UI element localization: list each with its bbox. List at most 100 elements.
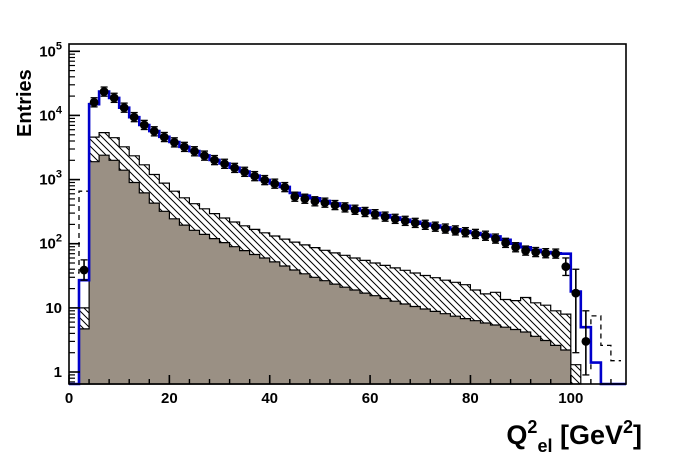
y-tick-label: 105 — [39, 40, 62, 60]
data-point — [290, 191, 300, 202]
data-marker — [420, 220, 430, 230]
data-point — [79, 259, 89, 281]
data-point — [380, 211, 390, 222]
data-marker — [149, 126, 159, 136]
data-marker — [129, 112, 139, 122]
gray-area — [78, 154, 572, 385]
y-tick-label: 102 — [39, 233, 62, 253]
total-mc-line — [69, 90, 626, 386]
data-marker — [220, 159, 230, 169]
y-tick-label: 104 — [39, 104, 63, 124]
data-marker — [159, 132, 169, 142]
data-marker — [109, 93, 119, 103]
data-point — [240, 166, 250, 178]
data-marker — [230, 163, 240, 173]
data-marker — [541, 248, 551, 258]
data-marker — [370, 209, 380, 219]
data-marker — [250, 171, 260, 181]
x-tick-label: 0 — [65, 390, 73, 407]
data-marker — [139, 120, 149, 130]
data-marker — [260, 175, 270, 185]
x-tick-label: 20 — [161, 390, 178, 407]
data-point — [451, 225, 460, 236]
data-marker — [511, 242, 520, 252]
data-point — [149, 126, 159, 137]
data-marker — [451, 226, 460, 235]
data-marker — [200, 151, 209, 161]
data-point — [99, 86, 109, 97]
data-point — [310, 196, 320, 207]
data-point — [139, 119, 149, 131]
x-axis-title: Q2el [GeV2] — [506, 417, 642, 456]
data-marker — [501, 238, 510, 248]
data-marker — [330, 200, 340, 210]
data-marker — [491, 234, 500, 244]
data-point — [129, 111, 139, 123]
data-marker — [390, 214, 400, 224]
x-tick-label: 60 — [362, 390, 379, 407]
data-marker — [210, 155, 219, 165]
data-point — [350, 204, 360, 215]
data-point — [531, 246, 541, 258]
data-point — [89, 97, 99, 108]
data-marker — [190, 146, 199, 156]
data-point — [230, 162, 240, 174]
x-tick-label: 40 — [261, 390, 278, 407]
data-point — [370, 208, 380, 220]
data-point — [280, 181, 290, 193]
y-axis-title: Entries — [14, 69, 36, 137]
data-marker — [170, 138, 179, 147]
data-marker — [380, 212, 390, 222]
data-point — [119, 102, 129, 113]
data-marker — [240, 167, 250, 177]
data-point — [250, 170, 260, 182]
data-point — [180, 141, 189, 153]
total-mc-step — [69, 90, 626, 386]
data-marker — [531, 247, 541, 257]
data-point — [561, 257, 571, 277]
y-axis: 1 10 102 103 104 105 — [39, 40, 80, 383]
data-marker — [300, 194, 310, 204]
data-marker — [270, 179, 280, 189]
data-marker — [310, 196, 320, 206]
plot-frame — [68, 43, 627, 385]
data-point — [260, 174, 270, 186]
data-point — [330, 199, 340, 211]
data-point — [320, 197, 330, 208]
data-marker — [79, 265, 89, 275]
data-point — [511, 242, 520, 253]
data-point — [340, 202, 350, 213]
data-point — [481, 230, 490, 241]
data-marker — [481, 231, 490, 241]
data-marker — [280, 182, 290, 192]
data-point — [441, 223, 450, 234]
data-point — [270, 178, 280, 189]
data-marker — [340, 203, 350, 212]
data-point — [159, 131, 169, 143]
data-marker — [89, 98, 99, 107]
y-tick-label: 10 — [45, 300, 62, 317]
data-point — [491, 233, 500, 244]
y-tick-label: 103 — [39, 169, 62, 189]
data-marker — [320, 198, 330, 208]
data-point — [390, 213, 400, 225]
data-marker — [180, 142, 189, 152]
data-marker — [461, 227, 470, 237]
data-point — [220, 158, 230, 170]
data-point — [410, 217, 420, 229]
data-marker — [99, 87, 109, 96]
x-tick-label: 80 — [462, 390, 479, 407]
data-point — [581, 310, 591, 376]
y-tick-label: 1 — [54, 364, 62, 381]
data-point — [200, 150, 209, 161]
data-point — [521, 245, 530, 256]
x-title-text: Q2el [GeV2] — [506, 417, 642, 456]
data-marker — [290, 192, 300, 202]
data-marker — [441, 224, 450, 234]
data-point — [300, 193, 310, 204]
data-marker — [119, 103, 129, 113]
data-point — [190, 146, 199, 157]
data-point — [571, 268, 581, 354]
